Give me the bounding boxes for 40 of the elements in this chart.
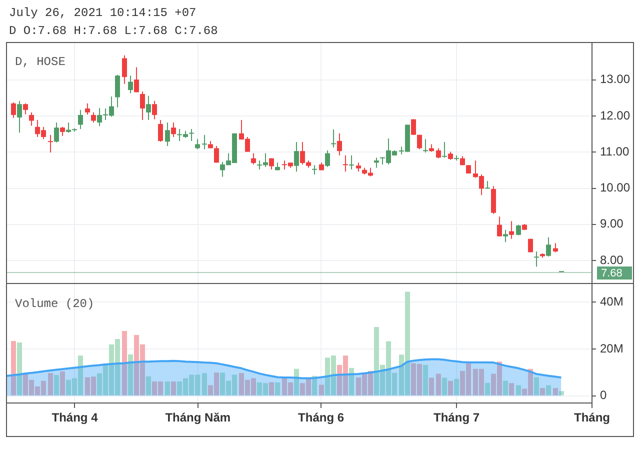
bar [60,371,65,396]
bar [559,391,564,396]
bar [540,388,545,396]
y-tick-label: 40M [600,294,624,309]
bar [442,378,447,396]
bar [54,374,59,396]
x-tick-label: Tháng 6 [298,410,344,425]
y-tick-label: 0 [600,388,607,402]
bar [448,380,453,396]
bar [11,341,16,396]
bar [503,380,508,396]
bar [546,385,551,396]
bar [275,382,280,396]
text: Volume (20) [15,297,94,312]
bar [553,388,558,396]
bar [485,382,490,396]
bar [516,385,521,396]
bar [48,373,53,396]
x-tick-label: Tháng 7 [434,410,480,425]
x-tick-label: Tháng Năm [165,410,231,425]
bar [165,381,170,396]
bar [202,373,207,396]
x-tick-label: Tháng [574,410,610,425]
bar [146,376,151,396]
bar [17,342,22,396]
x-tick-label: Tháng 4 [52,410,98,425]
bar [423,364,428,396]
bar [436,374,441,396]
bar [509,383,514,396]
bar [349,368,354,396]
bar [171,381,176,396]
bar [122,330,127,396]
bar [294,368,299,396]
bar [454,378,459,396]
bar [319,384,324,396]
y-tick-label: 20M [600,341,624,356]
bar [534,377,539,396]
bar [269,382,274,396]
bar [429,378,434,396]
bar [128,354,133,396]
